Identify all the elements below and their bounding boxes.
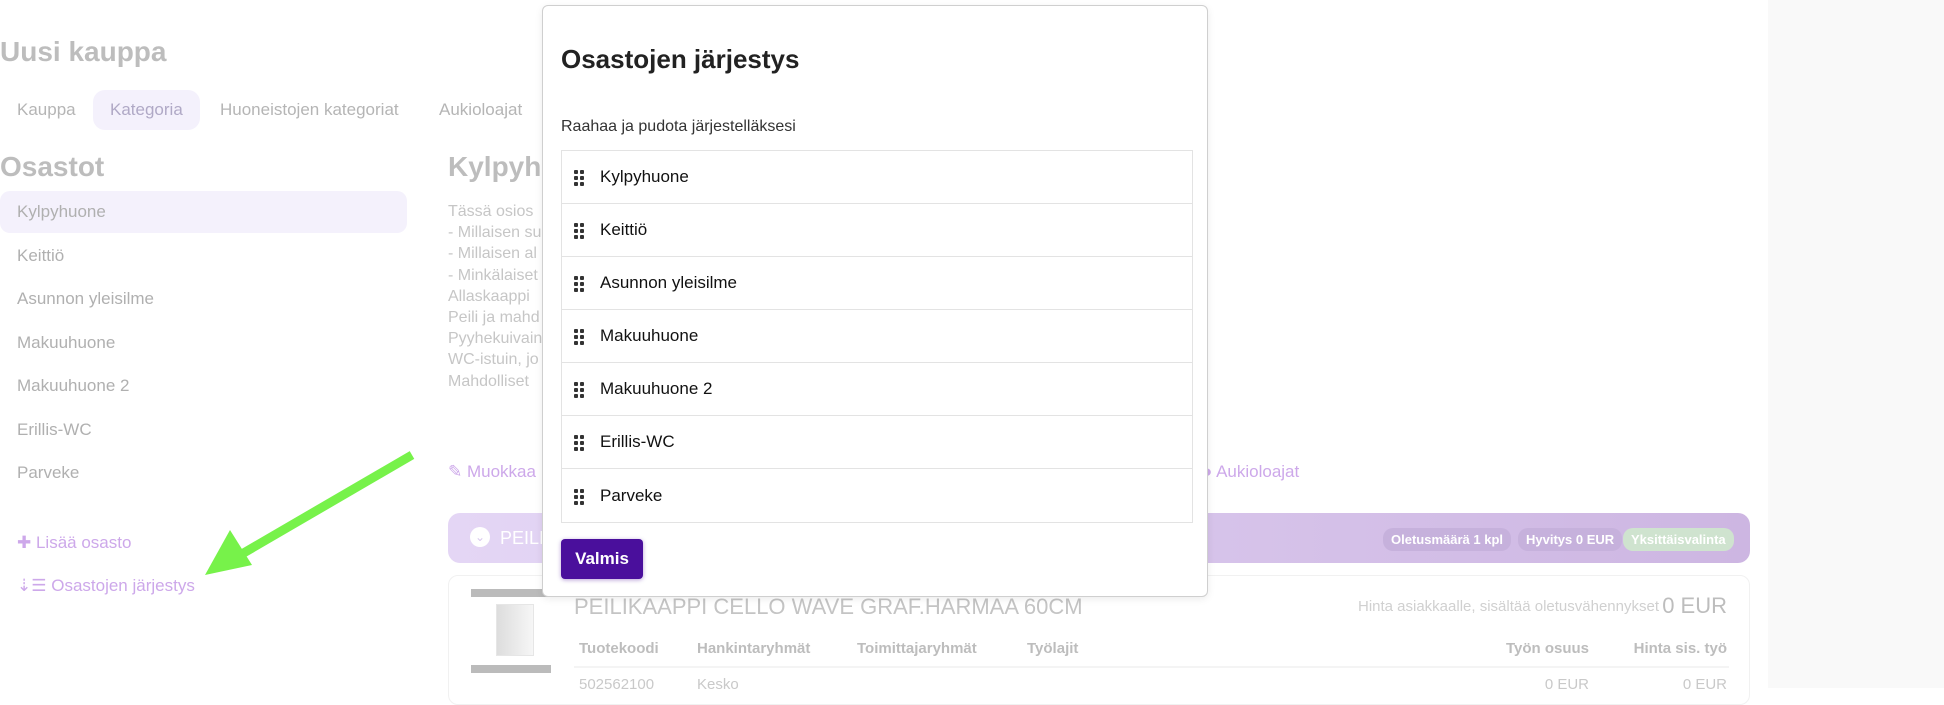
drag-handle-icon[interactable] [574, 435, 584, 451]
annotation-arrow [205, 451, 415, 575]
product-name: PEILIKAAPPI CELLO WAVE GRAF.HARMAA 60CM [574, 594, 1083, 619]
sidebar-item[interactable]: Erillis-WC [17, 419, 92, 439]
sortable-item-label: Makuuhuone 2 [600, 379, 713, 398]
sidebar-item[interactable]: Kylpyhuone [0, 191, 407, 233]
pencil-icon: ✎ [448, 462, 467, 481]
sortable-item[interactable]: Keittiö [562, 204, 1192, 257]
description-line: Peili ja mahd [448, 309, 540, 326]
chevron-down-icon[interactable]: ⌄ [470, 527, 490, 547]
price-value: 0 EUR [1662, 593, 1727, 618]
sortable-item[interactable]: Erillis-WC [562, 416, 1192, 469]
col-header: Työlajit [1027, 640, 1079, 657]
description-line: Allaskaappi [448, 287, 530, 305]
drag-handle-icon[interactable] [574, 276, 584, 292]
sortable-item[interactable]: Asunnon yleisilme [562, 257, 1192, 310]
edit-label: Muokkaa [466, 462, 536, 481]
drag-handle-icon[interactable] [574, 170, 584, 186]
sidebar-item[interactable]: Parveke [17, 463, 80, 482]
product-image-shelf [471, 589, 551, 597]
modal-subtitle: Raahaa ja pudota järjestelläksesi [561, 118, 796, 135]
sidebar-item[interactable]: Makuuhuone [17, 332, 116, 352]
department-order-label: Osastojen järjestys [51, 576, 195, 595]
sidebar-item[interactable]: Makuuhuone 2 [17, 376, 130, 395]
description-line: Pyyhekuivain [448, 330, 543, 348]
section-heading: Kylpyhu [448, 151, 559, 182]
modal-title: Osastojen järjestys [561, 44, 800, 74]
col-header: Työn osuus [1505, 640, 1589, 657]
product-image-shelf [471, 665, 551, 673]
sortable-item-label: Kylpyhuone [600, 167, 689, 186]
product-group-title: PEILI [500, 528, 545, 548]
opening-hours-label: Aukioloajat [1216, 462, 1300, 481]
sortable-item-label: Keittiö [600, 220, 648, 239]
tab-aukioloajat[interactable]: Aukioloajat [439, 100, 523, 119]
tab-kauppa[interactable]: Kauppa [17, 100, 76, 119]
plus-icon: ✚ [17, 533, 36, 552]
price-label: Hinta asiakkaalle, sisältää oletusvähenn… [1357, 598, 1659, 615]
sortable-list: Kylpyhuone Keittiö Asunnon yleisilme Makuuh… [561, 150, 1193, 523]
cell: 502562100 [579, 676, 655, 693]
sidebar-item[interactable]: Keittiö [17, 245, 65, 265]
product-image [496, 604, 534, 656]
department-order-link[interactable]: ⇣☰ Osastojen järjestys [17, 576, 195, 596]
col-header: Tuotekoodi [579, 640, 659, 657]
sortable-item-label: Asunnon yleisilme [600, 273, 738, 292]
add-department-link[interactable]: ✚ Lisää osasto [17, 533, 131, 553]
cell: 0 EUR [1544, 676, 1589, 693]
add-department-label: Lisää osasto [35, 533, 132, 552]
sidebar-heading: Osastot [0, 151, 105, 182]
cell: 0 EUR [1682, 676, 1727, 693]
sortable-item[interactable]: Makuuhuone 2 [562, 363, 1192, 416]
badge-default-quantity: Oletusmäärä 1 kpl [1383, 528, 1511, 551]
page-background-right [1768, 0, 1944, 688]
badge-refund: Hyvitys 0 EUR [1518, 528, 1623, 551]
table-divider [574, 666, 1729, 668]
tab-huoneistojen-kategoriat[interactable]: Huoneistojen kategoriat [220, 100, 399, 119]
description-line: Mahdolliset [448, 372, 529, 390]
drag-handle-icon[interactable] [574, 382, 584, 398]
description-line: - Minkälaiset [448, 266, 538, 284]
edit-link[interactable]: ✎ Muokkaa [448, 462, 536, 482]
done-button[interactable]: Valmis [561, 539, 643, 579]
sortable-item[interactable]: Parveke [562, 469, 1192, 522]
description-line: Tässä osios [448, 203, 534, 220]
sortable-item-label: Makuuhuone [600, 326, 699, 345]
badge-single-choice: Yksittäisvalinta [1623, 528, 1734, 551]
opening-hours-link[interactable]: ● Aukioloajat [1202, 462, 1299, 482]
sortable-item[interactable]: Makuuhuone [562, 310, 1192, 363]
sortable-item-label: Erillis-WC [600, 432, 675, 451]
cell: Kesko [697, 676, 739, 693]
col-header: Hankintaryhmät [697, 640, 811, 657]
drag-handle-icon[interactable] [574, 488, 584, 505]
col-header: Hinta sis. työ [1633, 640, 1727, 657]
page-title: Uusi kauppa [0, 36, 167, 67]
sort-icon: ⇣☰ [17, 576, 52, 595]
sortable-item-label: Parveke [600, 485, 663, 505]
description-line: WC-istuin, jo [448, 351, 539, 369]
description-line: - Millaisen al [448, 245, 537, 263]
drag-handle-icon[interactable] [574, 329, 584, 345]
description-line: - Millaisen su [448, 224, 542, 242]
sidebar-item[interactable]: Asunnon yleisilme [17, 289, 155, 308]
drag-handle-icon[interactable] [574, 223, 584, 239]
tab-kategoria[interactable]: Kategoria [93, 90, 200, 130]
sortable-item[interactable]: Kylpyhuone [562, 151, 1192, 204]
reorder-modal: Osastojen järjestys Raahaa ja pudota jär… [542, 5, 1208, 597]
col-header: Toimittajaryhmät [857, 640, 977, 657]
